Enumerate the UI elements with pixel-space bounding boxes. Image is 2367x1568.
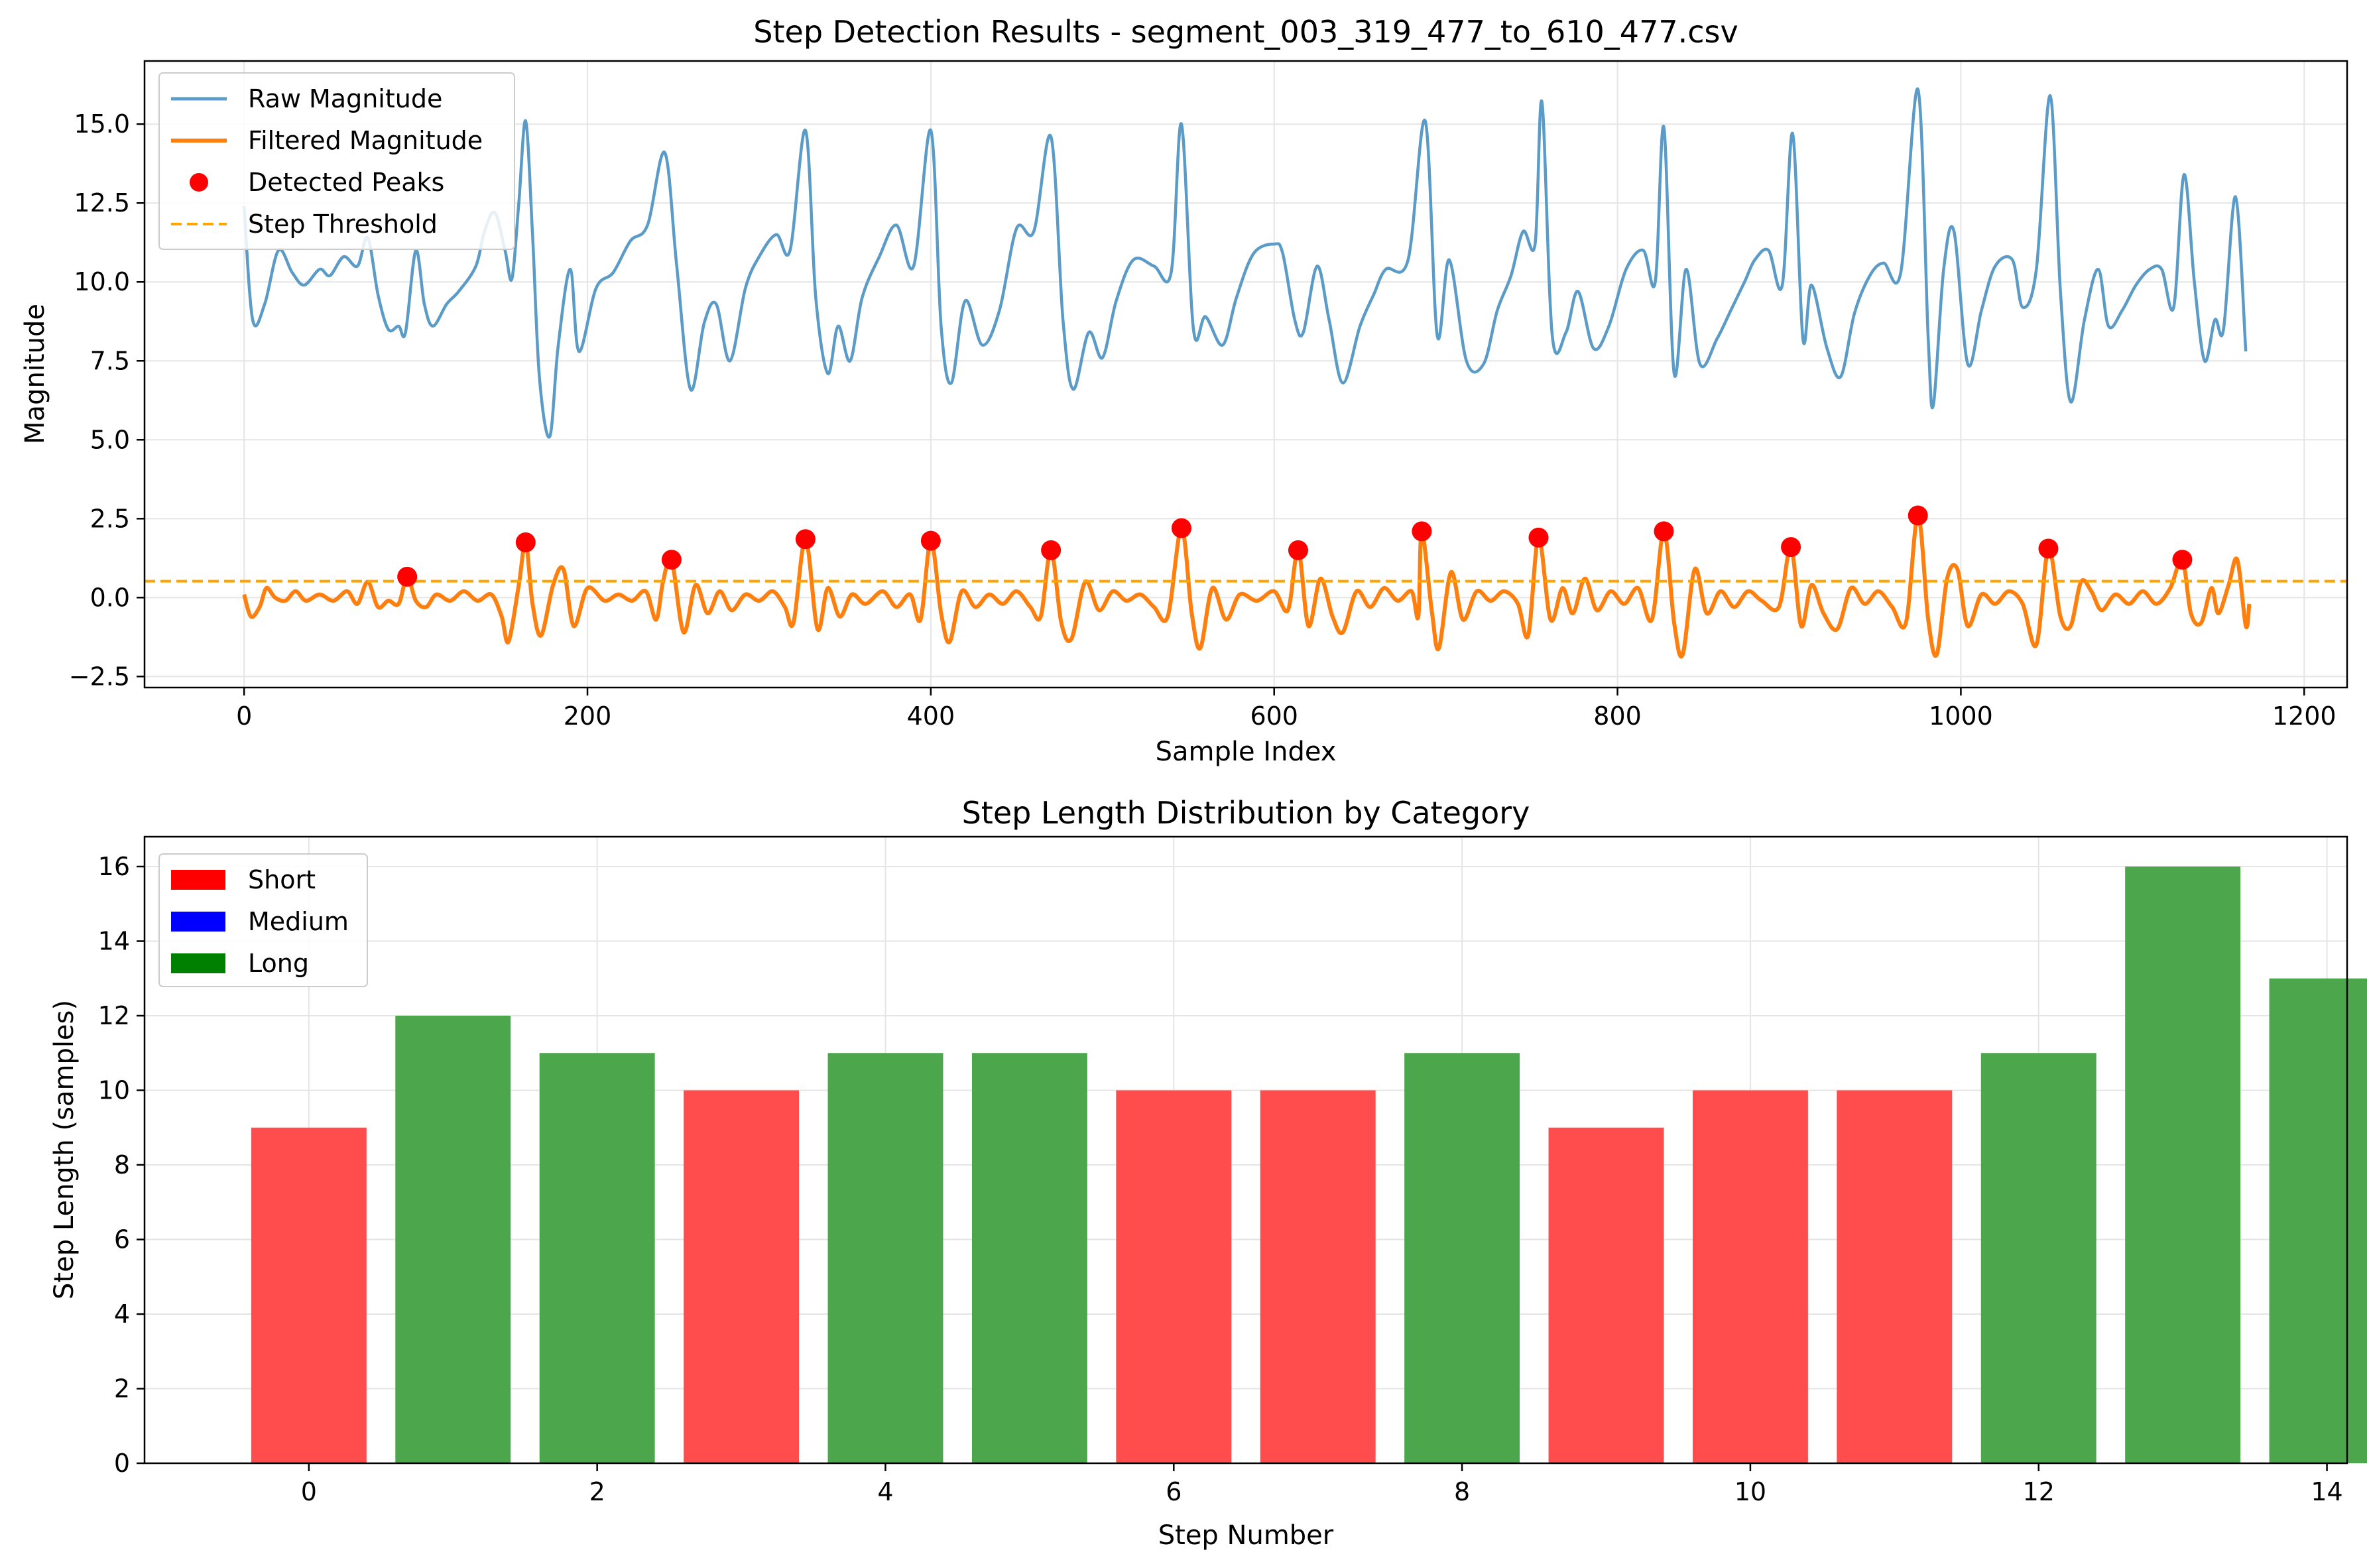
y-tick-label: 12 <box>98 1001 130 1030</box>
x-axis-label: Step Number <box>1158 1520 1334 1551</box>
raw-magnitude-line <box>242 88 2248 439</box>
plot-frame <box>143 60 2348 689</box>
y-tick-label: 16 <box>98 852 130 881</box>
bar-short <box>1692 1090 1808 1463</box>
detected-peak <box>1908 505 1928 526</box>
x-tick-label: 600 <box>1250 701 1298 731</box>
x-tick-label: 8 <box>1454 1477 1470 1506</box>
x-axis-ticks: 0 2 4 6 8 10 12 14 <box>301 1463 2343 1506</box>
x-tick-label: 14 <box>2311 1477 2342 1506</box>
y-tick-label: 14 <box>98 927 130 956</box>
plot-series <box>145 88 2347 659</box>
detected-peak <box>1171 518 1191 538</box>
detected-peak <box>2172 550 2193 570</box>
detected-peak <box>1412 521 1432 542</box>
detected-peak <box>1654 521 1674 542</box>
bar-short <box>251 1127 367 1463</box>
y-tick-label: 12.5 <box>74 188 130 217</box>
x-tick-label: 12 <box>2023 1477 2055 1506</box>
legend-filtered-label: Filtered Magnitude <box>248 126 483 155</box>
y-tick-label: 6 <box>114 1225 130 1254</box>
detected-peak <box>1041 540 1062 560</box>
y-axis-label: Magnitude <box>20 304 50 444</box>
grid-lines <box>145 61 2347 688</box>
x-tick-label: 10 <box>1734 1477 1766 1506</box>
legend-long-label: Long <box>248 949 309 978</box>
y-axis-ticks: 0 2 4 6 8 10 12 14 16 <box>98 852 145 1478</box>
y-tick-label: 15.0 <box>74 109 130 139</box>
bar-short <box>1260 1090 1376 1463</box>
legend-medium-swatch <box>171 912 225 932</box>
bar-long <box>395 1016 511 1463</box>
x-tick-label: 200 <box>564 701 612 731</box>
bar-long <box>1980 1053 2096 1463</box>
bar-long <box>827 1053 943 1463</box>
x-tick-label: 6 <box>1166 1477 1182 1506</box>
chart-title: Step Detection Results - segment_003_319… <box>753 14 1738 50</box>
legend-medium-label: Medium <box>248 907 349 936</box>
y-tick-label: 2 <box>114 1374 130 1404</box>
x-tick-label: 0 <box>301 1477 317 1506</box>
legend-long-swatch <box>171 953 225 973</box>
x-tick-label: 1000 <box>1929 701 1993 731</box>
bar-short <box>1837 1090 1953 1463</box>
y-axis-label: Step Length (samples) <box>49 1000 80 1299</box>
y-tick-label: 10.0 <box>74 267 130 296</box>
detected-peak <box>920 530 941 551</box>
x-tick-label: 0 <box>236 701 252 731</box>
x-tick-label: 2 <box>589 1477 605 1506</box>
detected-peak <box>2038 538 2059 559</box>
legend-peaks-swatch <box>190 173 208 192</box>
bar-long <box>1404 1053 1520 1463</box>
y-tick-label: 8 <box>114 1150 130 1179</box>
x-tick-label: 1200 <box>2272 701 2337 731</box>
x-tick-label: 800 <box>1593 701 1642 731</box>
bars <box>251 867 2367 1463</box>
legend-frame <box>158 72 515 250</box>
y-tick-label: 10 <box>98 1076 130 1105</box>
legend: Short Medium Long <box>158 853 368 987</box>
legend-threshold-label: Step Threshold <box>248 210 438 239</box>
y-tick-label: −2.5 <box>69 662 130 691</box>
x-tick-label: 4 <box>877 1477 893 1506</box>
detected-peak <box>795 529 816 550</box>
y-tick-label: 2.5 <box>90 504 130 533</box>
detected-peak <box>397 566 418 587</box>
bar-long <box>2269 978 2367 1463</box>
bar-long <box>539 1053 655 1463</box>
bar-short <box>1116 1090 1232 1463</box>
legend-short-swatch <box>171 870 225 890</box>
bar-long <box>971 1053 1087 1463</box>
bar-short <box>684 1090 800 1463</box>
detected-peak <box>661 550 682 570</box>
legend-short-label: Short <box>248 865 316 894</box>
detected-peak <box>1288 540 1308 560</box>
y-tick-label: 5.0 <box>90 425 130 454</box>
y-tick-label: 0 <box>114 1449 130 1478</box>
y-tick-label: 0.0 <box>90 583 130 612</box>
bar-short <box>1548 1127 1664 1463</box>
legend-raw-label: Raw Magnitude <box>248 84 442 113</box>
x-axis-ticks: 0 200 400 600 800 1000 1200 <box>236 688 2337 731</box>
bar-long <box>2125 867 2241 1463</box>
detected-peak <box>515 532 536 553</box>
x-axis-label: Sample Index <box>1156 737 1337 767</box>
detected-peak <box>1528 527 1549 548</box>
legend-peaks-label: Detected Peaks <box>248 168 444 197</box>
chart-title: Step Length Distribution by Category <box>962 795 1530 831</box>
x-tick-label: 400 <box>907 701 955 731</box>
y-tick-label: 7.5 <box>90 346 130 375</box>
plot-frame <box>143 835 2348 1465</box>
filtered-magnitude-line <box>242 513 2252 659</box>
y-tick-label: 4 <box>114 1299 130 1329</box>
detected-peak <box>1781 537 1801 558</box>
legend: Raw Magnitude Filtered Magnitude Detecte… <box>158 72 515 250</box>
step-detection-chart: 0 200 400 600 800 1000 1200 −2.5 0.0 2.5 5.0 7.5 10… <box>20 14 2348 767</box>
y-axis-ticks: −2.5 0.0 2.5 5.0 7.5 10.0 12.5 15.0 <box>69 109 145 691</box>
step-length-chart: 0 2 4 6 8 10 12 14 0 2 4 6 8 10 12 14 16 Step Length Di… <box>49 795 2367 1551</box>
